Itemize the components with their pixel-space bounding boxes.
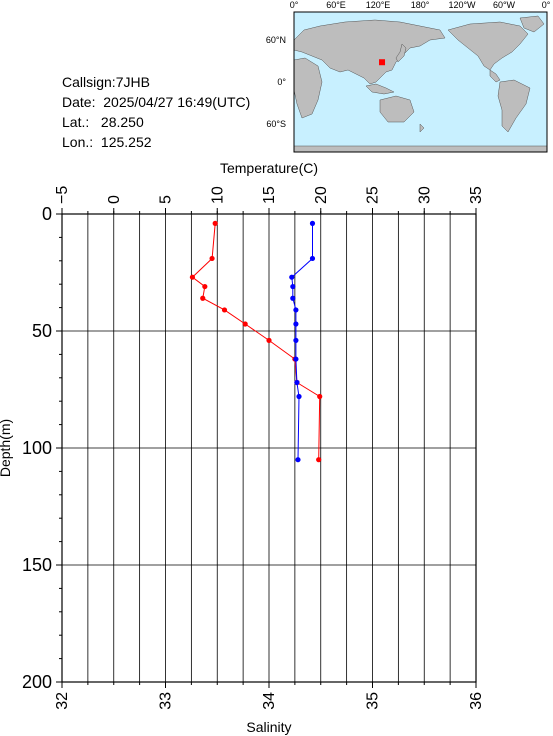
- salinity-tick-label: 36: [468, 692, 485, 710]
- temperature-tick-label: 30: [416, 186, 433, 204]
- callsign-text: Callsign:7JHB: [62, 74, 150, 90]
- map-lat-label: 60°N: [266, 35, 286, 45]
- salinity-point: [295, 457, 301, 463]
- data-series: [189, 220, 323, 463]
- salinity-point: [289, 274, 295, 280]
- temperature-point: [316, 457, 322, 463]
- depth-tick-label: 0: [42, 204, 52, 224]
- salinity-point: [309, 255, 316, 262]
- salinity-tick-label: 33: [158, 692, 175, 710]
- map-lon-label: 120°W: [448, 0, 476, 10]
- temperature-point: [202, 283, 208, 290]
- temperature-tick-label: −5: [54, 186, 71, 204]
- map-lon-label: 0°: [290, 0, 299, 10]
- temperature-point: [266, 337, 272, 343]
- temperature-point: [200, 295, 206, 301]
- salinity-tick-label: 34: [261, 692, 278, 710]
- temperature-tick-label: 35: [468, 186, 485, 204]
- map-lon-label: 0°: [542, 0, 551, 10]
- temperature-point: [317, 393, 323, 400]
- salinity-point: [293, 307, 299, 313]
- depth-tick-label: 200: [22, 672, 52, 692]
- map-lat-label: 60°S: [266, 119, 286, 129]
- map-lon-label: 180°: [411, 0, 430, 10]
- map-land: [293, 15, 548, 153]
- map-lon-label: 60°W: [493, 0, 516, 10]
- salinity-point: [290, 295, 296, 301]
- temperature-tick-label: 25: [365, 186, 382, 204]
- depth-tick-label: 150: [22, 555, 52, 575]
- salinity-axis-title: Salinity: [246, 719, 291, 735]
- station-marker-icon: [379, 59, 386, 66]
- depth-tick-label: 50: [32, 321, 52, 341]
- temperature-point: [242, 321, 248, 327]
- temperature-point: [209, 255, 215, 262]
- map-lon-label: 120°E: [366, 0, 391, 10]
- salinity-tick-label: 32: [54, 692, 71, 710]
- temperature-point: [221, 307, 228, 313]
- temperature-axis-title: Temperature(C): [220, 160, 318, 176]
- salinity-tick-label: 35: [365, 692, 382, 710]
- map-lat-label: 0°: [277, 77, 286, 87]
- depth-axis-title: Depth(m): [0, 419, 13, 477]
- chart-grid: [62, 213, 476, 683]
- temperature-point: [189, 274, 196, 280]
- salinity-point: [293, 337, 299, 343]
- station-info: Callsign:7JHB Date: 2025/04/27 16:49(UTC…: [62, 72, 250, 152]
- temperature-tick-label: 0: [106, 195, 123, 204]
- temperature-tick-label: 15: [261, 186, 278, 204]
- depth-tick-label: 100: [22, 438, 52, 458]
- salinity-point: [309, 220, 316, 226]
- salinity-point: [293, 356, 299, 362]
- salinity-point: [293, 321, 299, 327]
- temperature-tick-label: 5: [158, 195, 175, 204]
- salinity-point: [296, 393, 302, 400]
- temperature-line: [191, 223, 321, 460]
- map-lon-label: 60°E: [326, 0, 346, 10]
- date-text: Date: 2025/04/27 16:49(UTC): [62, 94, 251, 110]
- salinity-point: [294, 379, 300, 386]
- salinity-point: [290, 283, 296, 290]
- latitude-text: Lat.: 28.250: [62, 114, 144, 130]
- temperature-point: [212, 220, 218, 226]
- temperature-tick-label: 20: [313, 186, 330, 204]
- longitude-text: Lon.: 125.252: [62, 134, 152, 150]
- temperature-tick-label: 10: [209, 186, 226, 204]
